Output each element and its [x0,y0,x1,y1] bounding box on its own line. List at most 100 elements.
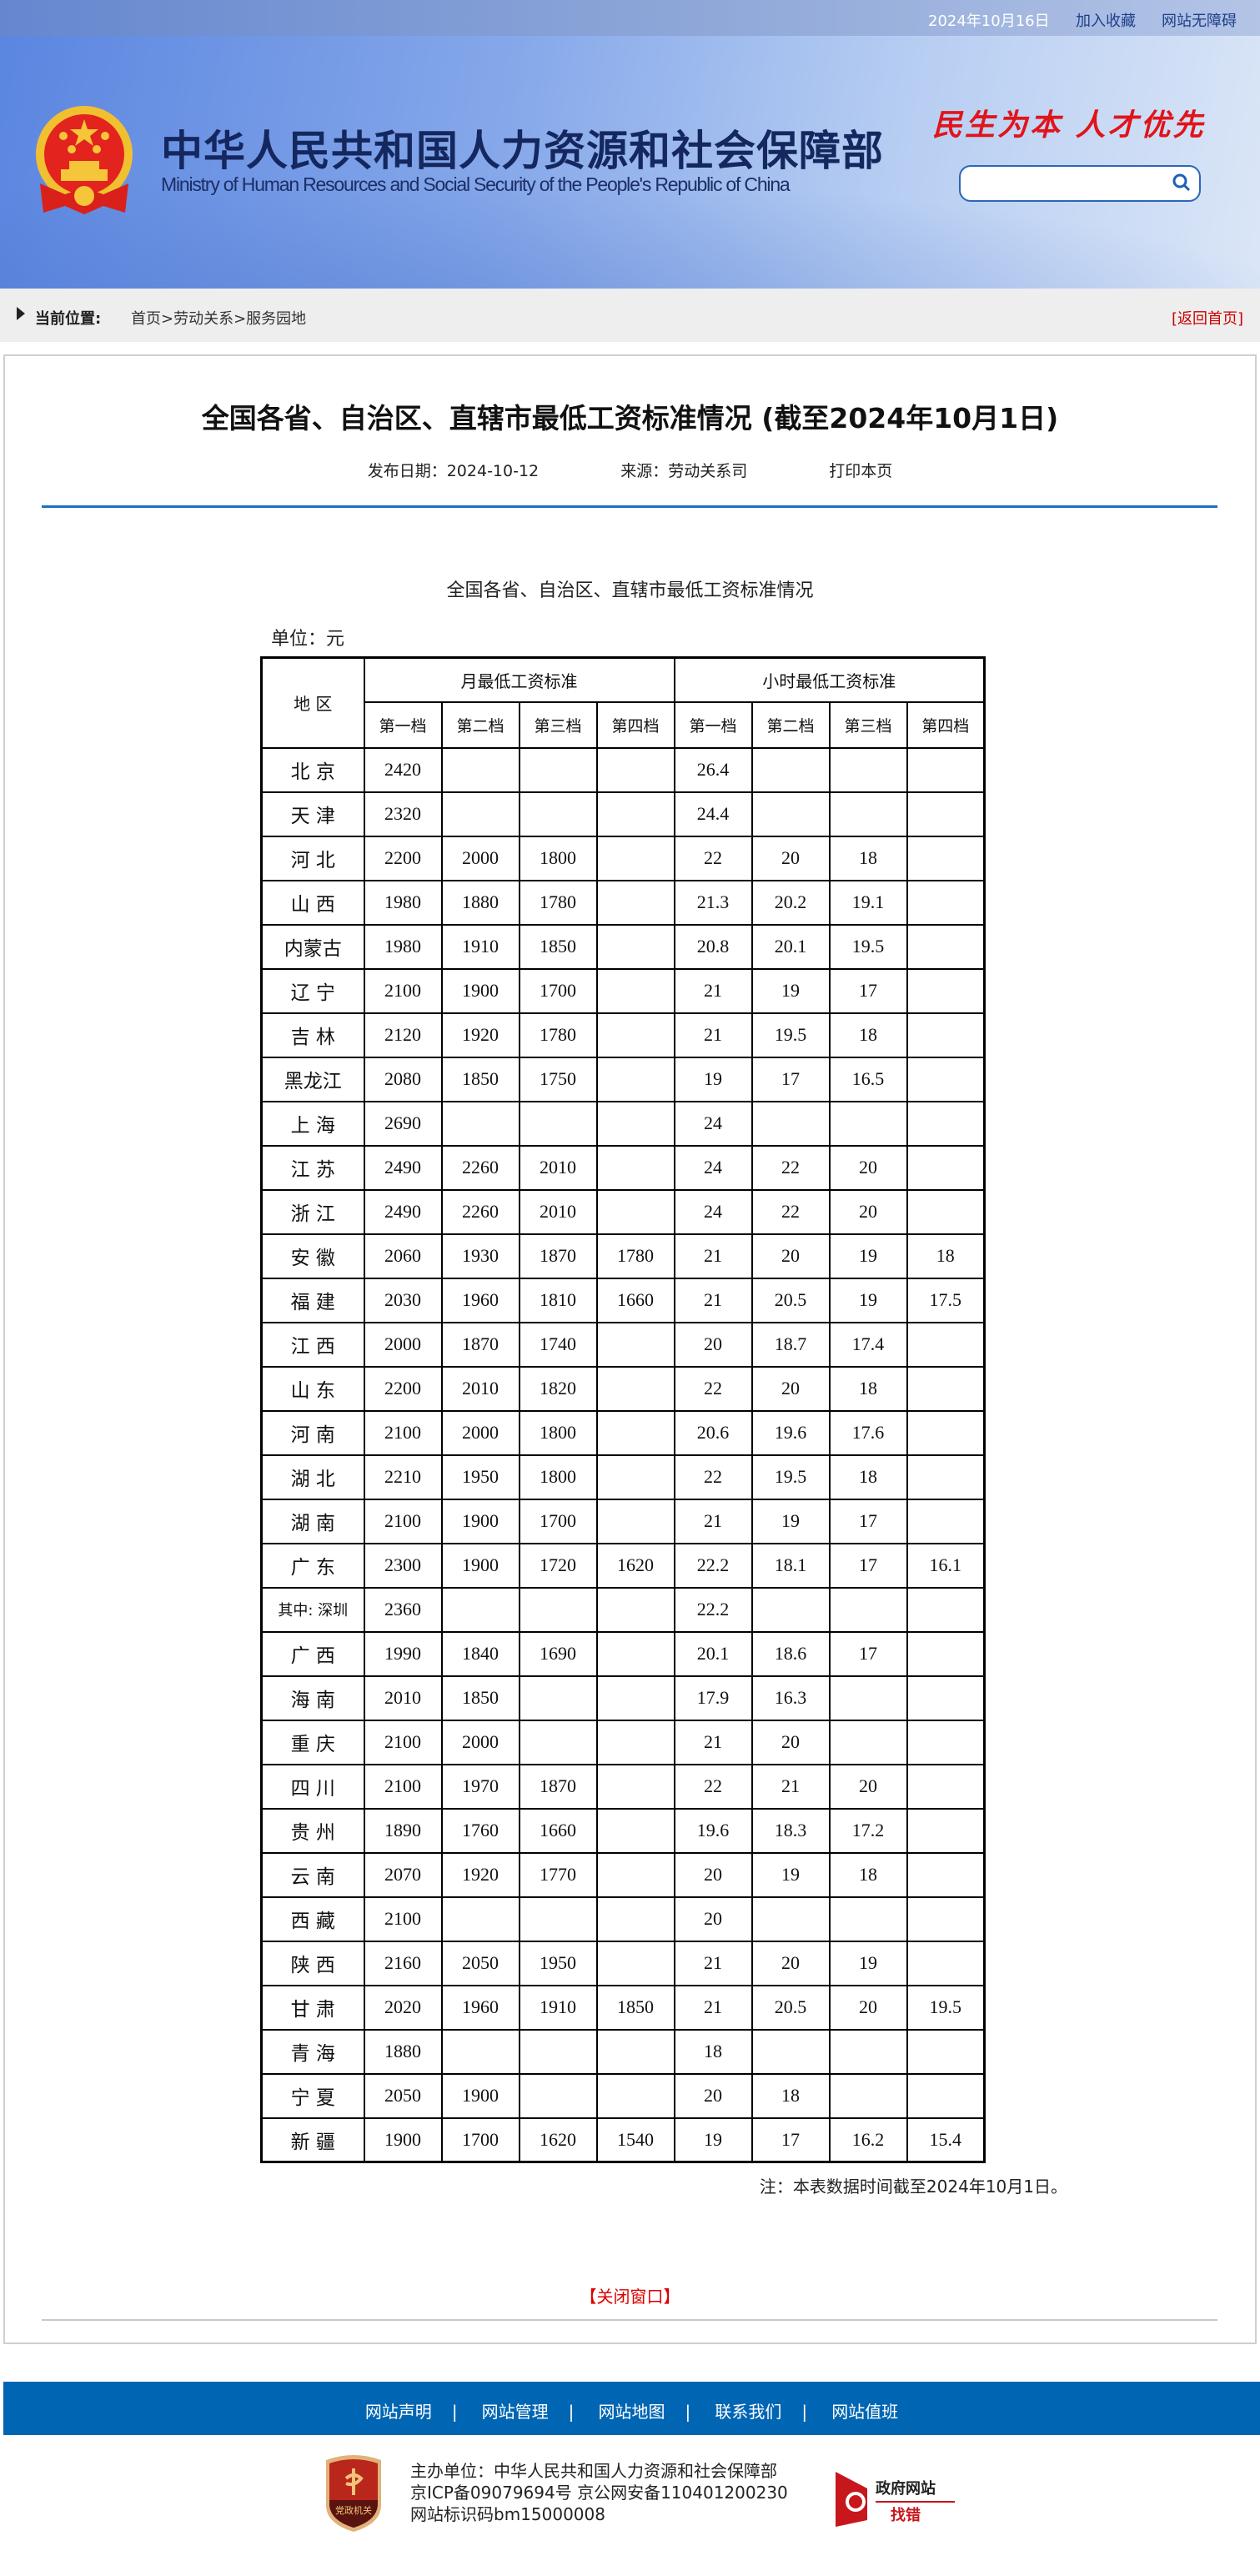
table-row: 北 京 2420 26.4 [260,746,986,793]
hourly-wage-cell: 21 [673,1498,753,1544]
monthly-wage-cell: 2010 [363,1675,443,1721]
hourly-wage-cell: 19 [673,2117,753,2163]
hourly-wage-cell [906,1807,986,1854]
hourly-wage-cell: 18 [828,1365,908,1412]
hourly-header: 小时最低工资标准 [673,656,986,703]
hourly-wage-cell: 24 [673,1144,753,1191]
icp-text[interactable]: 京ICP备09079694号 京公网安备110401200230 [410,2483,788,2503]
accessibility-link[interactable]: 网站无障碍 [1162,13,1237,30]
hourly-wage-cell: 19.6 [673,1807,753,1854]
monthly-wage-cell: 2200 [363,1365,443,1412]
monthly-wage-cell: 2050 [440,1940,520,1986]
hourly-wage-cell: 21 [673,1277,753,1323]
monthly-wage-cell [518,2072,598,2119]
national-emblem-icon [36,106,133,214]
monthly-wage-cell: 1800 [518,1409,598,1456]
search-input[interactable] [969,167,1169,198]
hourly-wage-cell: 20 [750,1233,831,1279]
region-cell: 辽 宁 [260,967,365,1014]
monthly-wage-cell: 1960 [440,1984,520,2031]
region-cell: 云 南 [260,1851,365,1898]
table-row: 新 疆 1900 1700 1620 1540 19 17 16.2 15.4 [260,2117,986,2163]
hourly-wage-cell [906,879,986,926]
breadcrumb-path[interactable]: 首页>劳动关系>服务园地 [131,310,307,328]
table-row: 内蒙古 1980 1910 1850 20.8 20.1 19.5 [260,923,986,970]
monthly-wage-cell: 1700 [440,2117,520,2163]
hourly-wage-cell: 20.5 [750,1984,831,2031]
hourly-wage-cell: 18.1 [750,1542,831,1589]
monthly-wage-cell: 2010 [518,1144,598,1191]
hourly-wage-cell: 17 [750,2117,831,2163]
monthly-wage-cell [595,1630,675,1677]
monthly-wage-cell: 1870 [518,1763,598,1810]
monthly-wage-cell: 1920 [440,1012,520,1058]
monthly-wage-cell [518,2028,598,2075]
svg-text:找错: 找错 [891,2506,921,2524]
hourly-wage-cell [750,2028,831,2075]
search-icon[interactable] [1172,173,1191,192]
monthly-wage-cell: 1850 [518,923,598,970]
region-cell: 山 西 [260,879,365,926]
hourly-wage-cell: 24.4 [673,791,753,837]
add-favorite-link[interactable]: 加入收藏 [1076,13,1136,30]
region-cell: 青 海 [260,2028,365,2075]
hourly-wage-cell: 20.6 [673,1409,753,1456]
footer-link-contact[interactable]: 联系我们 [715,2402,782,2422]
monthly-wage-cell [518,1586,598,1633]
hourly-wage-cell: 17 [750,1056,831,1102]
region-cell: 河 南 [260,1409,365,1456]
monthly-wage-cell: 1920 [440,1851,520,1898]
hourly-wage-cell: 17.2 [828,1807,908,1854]
monthly-wage-cell: 2050 [363,2072,443,2119]
monthly-wage-cell [595,967,675,1014]
table-row: 青 海 1880 18 [260,2028,986,2075]
hourly-wage-cell: 24 [673,1188,753,1235]
hourly-wage-cell: 18.7 [750,1321,831,1368]
hourly-wage-cell [906,1056,986,1102]
party-government-badge-icon[interactable]: 党政机关 [321,2453,386,2532]
footer-link-duty[interactable]: 网站值班 [831,2402,899,2422]
monthly-wage-cell: 2120 [363,1012,443,1058]
hourly-wage-cell: 22.2 [673,1586,753,1633]
hourly-wage-cell: 19 [828,1940,908,1986]
gov-site-error-report-icon[interactable]: 政府网站 找错 [834,2470,959,2528]
monthly-wage-cell: 1810 [518,1277,598,1323]
divider [42,2319,1217,2321]
hourly-wage-cell [828,1586,908,1633]
region-cell: 湖 北 [260,1454,365,1500]
monthly-wage-cell [595,1188,675,1235]
table-row: 上 海 2690 24 [260,1100,986,1147]
monthly-wage-cell: 1900 [440,1542,520,1589]
hourly-wage-cell: 18 [828,1454,908,1500]
monthly-wage-cell: 2100 [363,1498,443,1544]
table-row: 西 藏 2100 20 [260,1896,986,1942]
monthly-wage-cell [440,2028,520,2075]
hourly-wage-cell: 20 [673,1321,753,1368]
hourly-wage-cell [750,746,831,793]
close-window-link[interactable]: 【关闭窗口】 [580,2287,680,2307]
region-cell: 河 北 [260,835,365,881]
hourly-wage-cell: 22 [750,1144,831,1191]
monthly-wage-cell: 2260 [440,1188,520,1235]
monthly-wage-cell: 1900 [363,2117,443,2163]
hourly-wage-cell: 18 [828,1012,908,1058]
hourly-wage-cell [906,1940,986,1986]
hourly-wage-cell: 19.5 [906,1984,986,2031]
footer-link-management[interactable]: 网站管理 [481,2402,549,2422]
footer-link-statement[interactable]: 网站声明 [364,2402,432,2422]
hourly-wage-cell: 22 [673,835,753,881]
monthly-wage-cell: 1850 [440,1056,520,1102]
print-link[interactable]: 打印本页 [829,462,893,480]
footer-link-sitemap[interactable]: 网站地图 [598,2402,665,2422]
return-home-link[interactable]: [返回首页] [1171,310,1243,328]
table-row: 贵 州 1890 1760 1660 19.6 18.3 17.2 [260,1807,986,1854]
search-box [959,165,1201,202]
region-cell: 重 庆 [260,1719,365,1765]
table-row: 安 徽 2060 1930 1870 1780 21 20 19 18 [260,1233,986,1279]
monthly-wage-cell: 2690 [363,1100,443,1147]
table-row: 河 北 2200 2000 1800 22 20 18 [260,835,986,881]
monthly-wage-cell: 2000 [363,1321,443,1368]
hourly-wage-cell [828,2072,908,2119]
monthly-wage-cell: 1980 [363,879,443,926]
monthly-wage-cell: 2000 [440,1409,520,1456]
